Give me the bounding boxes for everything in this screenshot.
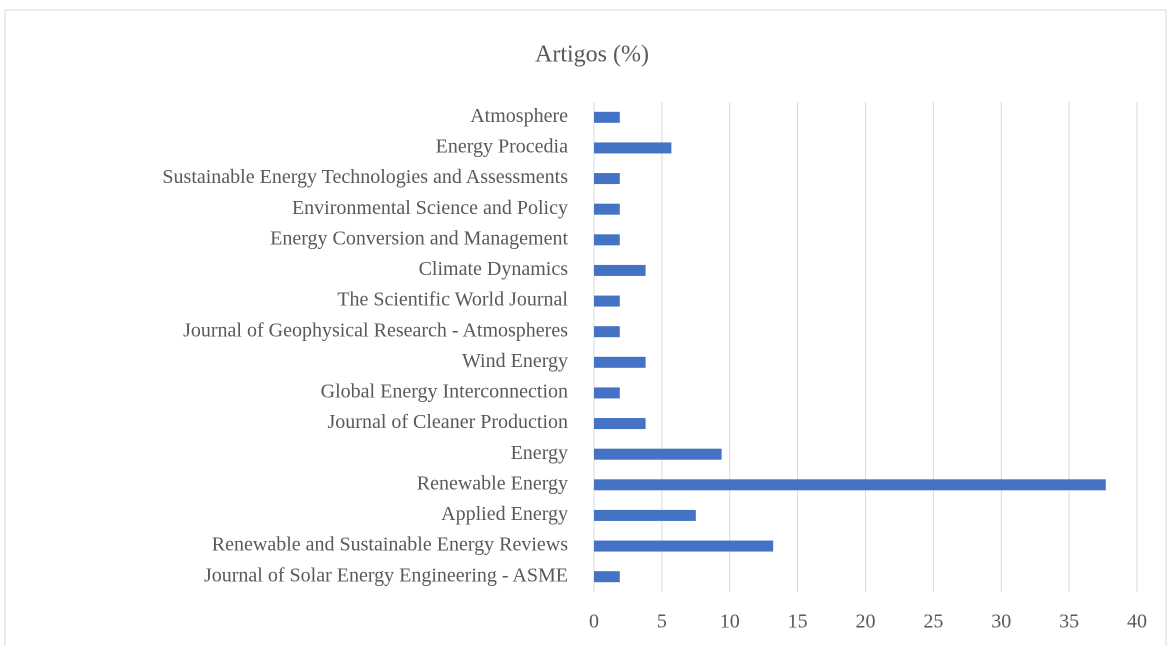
- y-tick-label: Wind Energy: [462, 350, 568, 372]
- y-tick-label: Environmental Science and Policy: [292, 197, 568, 219]
- y-tick-label: Energy Conversion and Management: [270, 227, 568, 249]
- y-tick-label: Journal of Geophysical Research - Atmosp…: [183, 319, 568, 341]
- chart-frame: [4, 9, 1167, 646]
- y-tick-label: The Scientific World Journal: [337, 289, 568, 311]
- bar: [594, 387, 620, 399]
- bar: [594, 418, 646, 430]
- y-tick-label: Climate Dynamics: [419, 258, 569, 280]
- bar: [594, 111, 620, 123]
- bar: [594, 234, 620, 246]
- y-tick-label: Journal of Solar Energy Engineering - AS…: [204, 564, 568, 586]
- bar: [594, 540, 774, 552]
- bar: [594, 356, 646, 368]
- x-tick-label: 15: [788, 611, 808, 633]
- bar: [594, 509, 696, 521]
- x-tick-label: 25: [923, 611, 943, 633]
- bar: [594, 264, 646, 276]
- bar: [594, 142, 672, 154]
- x-tick-label: 20: [856, 611, 876, 633]
- x-tick-label: 35: [1059, 611, 1079, 633]
- y-tick-label: Journal of Cleaner Production: [328, 411, 569, 433]
- bar: [594, 479, 1106, 491]
- bar: [594, 571, 620, 583]
- x-tick-label: 40: [1127, 611, 1147, 633]
- bar: [594, 295, 620, 307]
- chart-title: Artigos (%): [535, 42, 649, 68]
- x-tick-label: 30: [991, 611, 1011, 633]
- y-tick-label: Renewable Energy: [417, 472, 568, 494]
- y-tick-label: Sustainable Energy Technologies and Asse…: [162, 166, 568, 188]
- y-tick-label: Global Energy Interconnection: [321, 381, 568, 403]
- bar: [594, 173, 620, 185]
- x-tick-label: 10: [720, 611, 740, 633]
- x-tick-label: 0: [589, 611, 599, 633]
- y-tick-label: Applied Energy: [441, 503, 568, 525]
- y-tick-label: Renewable and Sustainable Energy Reviews: [212, 534, 568, 556]
- y-tick-label: Energy: [511, 442, 568, 464]
- y-tick-label: Atmosphere: [470, 105, 568, 127]
- bar: [594, 448, 722, 460]
- x-tick-label: 5: [657, 611, 667, 633]
- bar: [594, 203, 620, 215]
- bar: [594, 326, 620, 338]
- y-tick-label: Energy Procedia: [436, 136, 568, 158]
